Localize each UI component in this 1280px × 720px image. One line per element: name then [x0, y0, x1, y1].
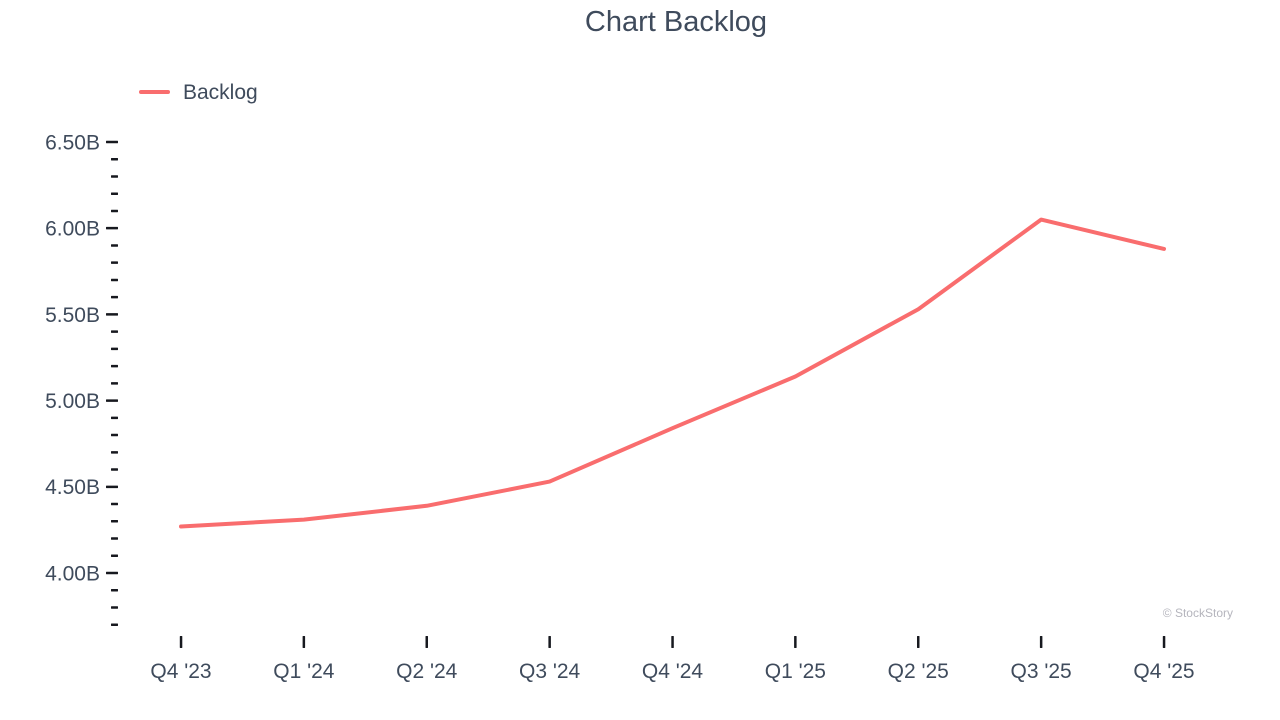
y-axis-label: 4.50B — [45, 476, 100, 499]
y-minor-tick — [111, 158, 118, 161]
y-minor-tick — [111, 175, 118, 178]
x-axis-label: Q4 '24 — [642, 660, 704, 683]
y-minor-tick — [111, 451, 118, 454]
y-minor-tick — [111, 623, 118, 626]
x-tick — [794, 636, 797, 648]
x-axis-label: Q1 '25 — [765, 660, 826, 683]
y-minor-tick — [111, 589, 118, 592]
y-minor-tick — [111, 554, 118, 557]
y-minor-tick — [111, 520, 118, 523]
y-minor-tick — [111, 468, 118, 471]
chart-title: Chart Backlog — [584, 6, 768, 38]
x-tick — [179, 636, 183, 648]
x-tick — [425, 636, 428, 648]
legend-line-swatch — [139, 89, 170, 95]
x-axis-label: Q2 '24 — [396, 660, 458, 683]
y-minor-tick — [111, 244, 118, 247]
x-axis-label: Q3 '24 — [519, 660, 581, 683]
y-minor-tick — [111, 537, 118, 540]
y-minor-tick — [111, 295, 118, 299]
x-tick — [1162, 636, 1166, 648]
series-line-backlog — [179, 217, 1166, 529]
y-minor-tick — [111, 364, 118, 368]
y-axis-label: 6.00B — [45, 218, 100, 241]
legend-label: Backlog — [183, 80, 258, 104]
x-tick — [671, 636, 674, 648]
x-tick — [1039, 636, 1043, 648]
y-minor-tick — [111, 433, 118, 437]
y-minor-tick — [111, 330, 118, 333]
y-minor-tick — [111, 416, 118, 420]
y-minor-tick — [111, 192, 118, 195]
y-minor-tick — [111, 502, 118, 506]
legend: Backlog — [139, 81, 258, 103]
y-minor-tick — [111, 209, 118, 213]
y-minor-tick — [111, 261, 118, 264]
y-major-tick — [106, 571, 118, 575]
y-axis-label: 4.00B — [45, 562, 100, 585]
y-major-tick — [106, 313, 118, 316]
x-tick — [302, 636, 306, 648]
y-major-tick — [106, 399, 118, 402]
watermark: © StockStory — [1162, 606, 1233, 620]
y-axis-label: 6.50B — [45, 131, 100, 154]
y-axis-label: 5.50B — [45, 304, 100, 327]
y-minor-tick — [111, 347, 118, 351]
y-major-tick — [106, 485, 118, 489]
y-minor-tick — [111, 606, 118, 609]
x-axis-label: Q2 '25 — [888, 660, 949, 683]
x-axis-label: Q4 '25 — [1133, 660, 1194, 683]
x-tick — [548, 636, 551, 648]
x-axis-label: Q1 '24 — [273, 660, 335, 683]
y-axis-label: 5.00B — [45, 390, 100, 413]
y-major-tick — [106, 226, 118, 230]
x-axis-label: Q4 '23 — [150, 660, 211, 683]
y-minor-tick — [111, 278, 118, 282]
x-axis-label: Q3 '25 — [1011, 660, 1072, 683]
y-major-tick — [106, 140, 118, 144]
x-tick — [917, 636, 920, 648]
y-minor-tick — [111, 382, 118, 385]
